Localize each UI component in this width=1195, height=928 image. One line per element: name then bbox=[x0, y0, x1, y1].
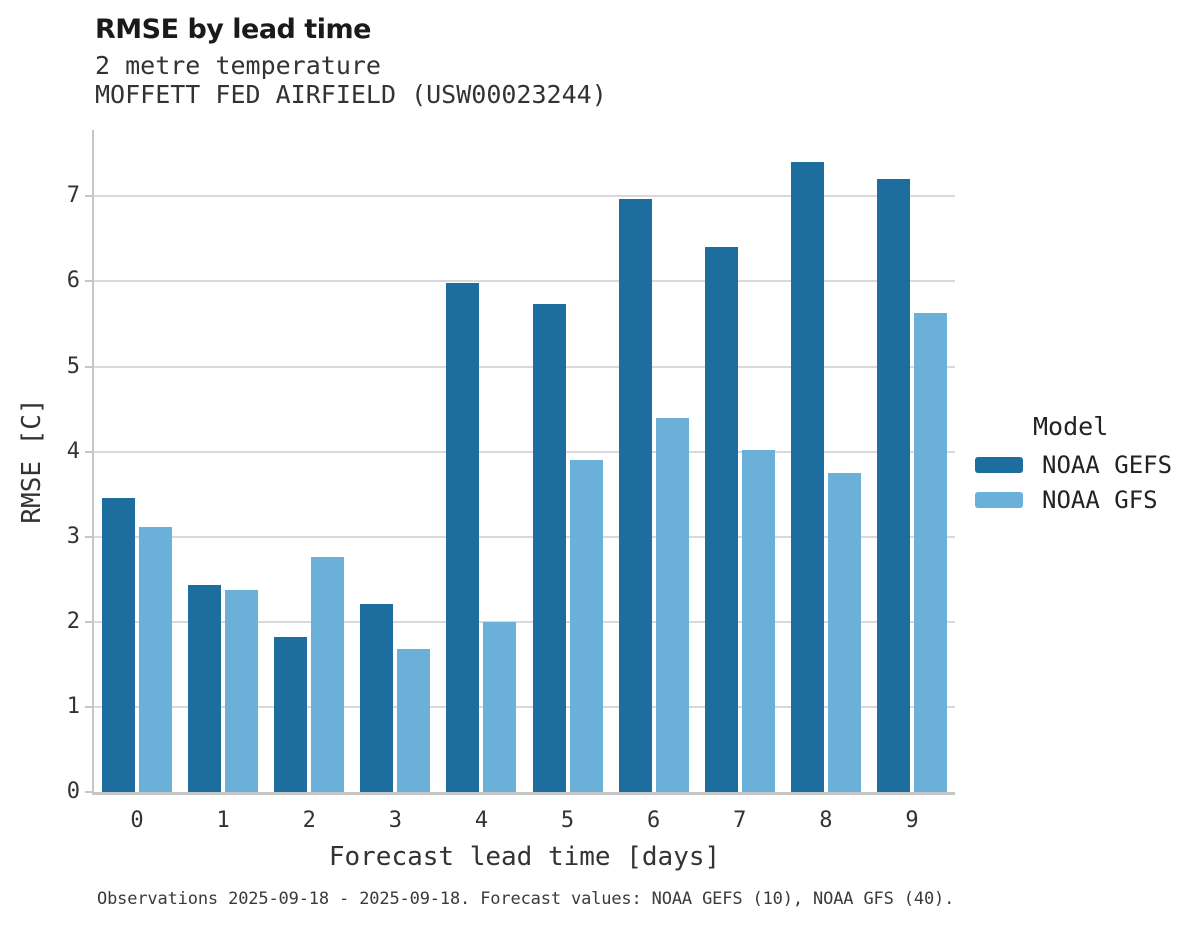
legend-swatch-icon bbox=[975, 456, 1023, 473]
chart-station-subtitle: MOFFETT FED AIRFIELD (USW00023244) bbox=[95, 80, 607, 109]
y-tick-label-1: 1 bbox=[66, 693, 80, 719]
bar-noaa-gefs-day-0 bbox=[102, 498, 136, 792]
bar-noaa-gefs-day-5 bbox=[532, 304, 566, 792]
chart-subtitle: 2 metre temperature bbox=[95, 51, 381, 80]
y-tick-label-3: 3 bbox=[66, 523, 80, 549]
legend-title: Model bbox=[1033, 412, 1109, 441]
y-tick-label-4: 4 bbox=[66, 438, 80, 464]
y-tick-mark-7 bbox=[85, 195, 92, 198]
bar-noaa-gfs-day-2 bbox=[311, 557, 345, 792]
bar-noaa-gfs-day-4 bbox=[483, 621, 517, 792]
chart-header: RMSE by lead time 2 metre temperature MO… bbox=[95, 14, 607, 109]
x-tick-label-5: 5 bbox=[560, 808, 575, 833]
bar-noaa-gefs-day-4 bbox=[446, 283, 480, 792]
footnote-caption: Observations 2025-09-18 - 2025-09-18. Fo… bbox=[97, 889, 955, 909]
x-tick-label-9: 9 bbox=[905, 808, 919, 833]
y-tick-mark-6 bbox=[85, 280, 92, 283]
bar-noaa-gefs-day-8 bbox=[790, 162, 824, 792]
y-tick-label-7: 7 bbox=[66, 183, 80, 209]
legend-label: NOAA GFS bbox=[1042, 485, 1158, 514]
bar-noaa-gfs-day-8 bbox=[827, 472, 861, 792]
y-tick-mark-4 bbox=[85, 450, 92, 453]
y-tick-label-6: 6 bbox=[66, 268, 80, 294]
bar-noaa-gfs-day-9 bbox=[913, 312, 947, 792]
bar-noaa-gefs-day-2 bbox=[274, 637, 308, 792]
gridline-y-4 bbox=[94, 450, 955, 453]
x-axis-spine bbox=[92, 792, 955, 795]
y-tick-label-0: 0 bbox=[66, 779, 80, 804]
legend-swatch-icon bbox=[975, 491, 1023, 508]
legend-label: NOAA GEFS bbox=[1042, 450, 1173, 479]
bar-noaa-gfs-day-5 bbox=[569, 460, 603, 792]
y-tick-mark-2 bbox=[85, 620, 92, 623]
y-axis-spine bbox=[92, 130, 94, 794]
legend-row-noaa-gefs: NOAA GEFS bbox=[975, 450, 1173, 479]
y-tick-mark-0 bbox=[85, 791, 92, 793]
x-tick-label-6: 6 bbox=[647, 808, 661, 833]
chart-title: RMSE by lead time bbox=[95, 14, 371, 45]
x-axis-label: Forecast lead time [days] bbox=[328, 842, 721, 872]
bar-noaa-gfs-day-0 bbox=[139, 527, 173, 792]
gridline-y-5 bbox=[94, 365, 955, 368]
y-tick-mark-3 bbox=[85, 535, 92, 538]
legend-rows: NOAA GEFS NOAA GFS bbox=[975, 450, 1173, 514]
gridline-y-3 bbox=[94, 535, 955, 538]
legend: Model NOAA GEFS NOAA GFS bbox=[975, 412, 1172, 523]
gridline-y-7 bbox=[94, 195, 955, 198]
bar-noaa-gefs-day-9 bbox=[876, 179, 910, 792]
gridline-y-1 bbox=[94, 705, 955, 708]
bar-noaa-gfs-day-3 bbox=[397, 649, 431, 792]
x-tick-label-4: 4 bbox=[474, 808, 489, 833]
legend-row-noaa-gfs: NOAA GFS bbox=[975, 485, 1172, 514]
bar-noaa-gfs-day-6 bbox=[655, 418, 689, 792]
x-tick-label-0: 0 bbox=[130, 808, 144, 833]
x-tick-label-3: 3 bbox=[388, 808, 402, 833]
x-tick-label-8: 8 bbox=[819, 808, 833, 833]
y-tick-label-2: 2 bbox=[66, 608, 80, 634]
bar-noaa-gefs-day-6 bbox=[618, 198, 652, 792]
plot-area: 0 1 2 3 4 5 6 7 0 1 2 3 4 5 6 7 8 9 RMSE [C] Forecast le… bbox=[17, 130, 955, 872]
gridline-y-6 bbox=[94, 280, 955, 283]
bar-noaa-gefs-day-3 bbox=[360, 603, 394, 792]
gridline-y-2 bbox=[94, 620, 955, 623]
y-axis-label: RMSE [C] bbox=[17, 398, 47, 524]
x-tick-label-7: 7 bbox=[733, 808, 747, 833]
x-tick-label-1: 1 bbox=[216, 808, 230, 833]
bar-noaa-gfs-day-7 bbox=[741, 449, 775, 792]
x-tick-label-2: 2 bbox=[302, 808, 316, 833]
y-tick-label-5: 5 bbox=[66, 353, 80, 379]
bar-noaa-gfs-day-1 bbox=[225, 590, 259, 792]
bar-noaa-gefs-day-1 bbox=[188, 585, 222, 792]
y-tick-mark-1 bbox=[85, 705, 92, 708]
bar-noaa-gefs-day-7 bbox=[704, 246, 738, 792]
y-tick-mark-5 bbox=[85, 365, 92, 368]
